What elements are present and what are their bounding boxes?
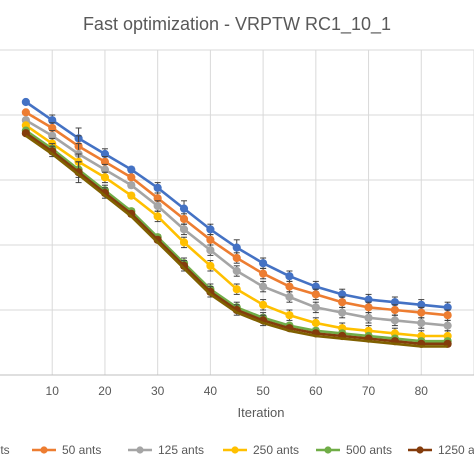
data-point [364, 303, 373, 312]
data-point [206, 261, 215, 270]
data-point [153, 212, 162, 221]
data-point [443, 321, 452, 330]
data-point [417, 318, 426, 328]
x-tick-label: 50 [256, 384, 270, 398]
data-point [232, 266, 241, 276]
legend-swatch-marker [40, 446, 48, 454]
data-point [390, 305, 400, 315]
data-point [311, 290, 320, 299]
data-point [179, 214, 189, 224]
data-point [285, 311, 294, 320]
data-point [127, 173, 136, 182]
series-layer [21, 97, 452, 348]
series-50-ants [21, 108, 452, 321]
legend-swatch-marker [136, 446, 144, 454]
data-point [100, 173, 110, 182]
data-point [285, 282, 294, 291]
legend-label: 125 ants [158, 443, 204, 457]
data-point [259, 300, 268, 309]
series-125-ants [21, 116, 452, 332]
data-point [285, 272, 294, 281]
data-point [338, 308, 347, 317]
data-point [179, 238, 189, 247]
data-point [259, 259, 268, 268]
x-tick-labels: 10 20 30 40 50 60 70 80 [46, 384, 429, 398]
data-point [127, 181, 136, 190]
data-point [153, 201, 162, 211]
x-tick-label: 40 [204, 384, 218, 398]
data-point [285, 292, 294, 302]
legend-label: 250 ants [253, 443, 299, 457]
data-point [232, 285, 241, 294]
data-point [127, 165, 136, 174]
gridlines [0, 49, 474, 376]
data-point [259, 269, 268, 278]
data-point [232, 243, 241, 252]
data-point [21, 129, 30, 138]
x-tick-label: 30 [151, 384, 165, 398]
series-10-ants [21, 97, 452, 314]
data-point [179, 204, 189, 213]
data-point [443, 311, 452, 320]
series-extra [25, 134, 448, 348]
legend: ants 50 ants 125 ants 250 ants 500 ants 1250 … [0, 443, 474, 457]
data-point [127, 191, 136, 200]
data-point [153, 183, 162, 192]
data-point [206, 246, 215, 255]
x-tick-label: 70 [362, 384, 376, 398]
data-point [311, 318, 320, 328]
data-point [232, 253, 241, 263]
legend-swatch-marker [231, 446, 239, 454]
data-point [21, 97, 30, 107]
legend-label: 1250 ants [438, 443, 474, 457]
data-point [206, 235, 215, 244]
x-axis-label: Iteration [238, 405, 285, 420]
chart-title: Fast optimization - VRPTW RC1_10_1 [83, 14, 391, 35]
data-point [364, 313, 373, 322]
legend-label: 50 ants [62, 443, 101, 457]
legend-swatch-marker [324, 446, 332, 454]
x-tick-label: 60 [309, 384, 323, 398]
x-tick-label: 20 [98, 384, 112, 398]
data-point [390, 316, 400, 325]
series-line [25, 134, 448, 348]
legend-label: 500 ants [346, 443, 392, 457]
data-point [206, 225, 215, 234]
data-point [338, 298, 347, 307]
series-1250-ants [21, 129, 452, 348]
data-point [259, 282, 268, 291]
legend-label: ants [0, 443, 10, 457]
legend-swatch-marker [416, 446, 424, 454]
data-point [21, 108, 30, 117]
data-point [179, 225, 189, 234]
data-point [417, 308, 426, 317]
x-tick-label: 10 [46, 384, 60, 398]
data-point [311, 303, 320, 312]
x-tick-label: 80 [415, 384, 429, 398]
